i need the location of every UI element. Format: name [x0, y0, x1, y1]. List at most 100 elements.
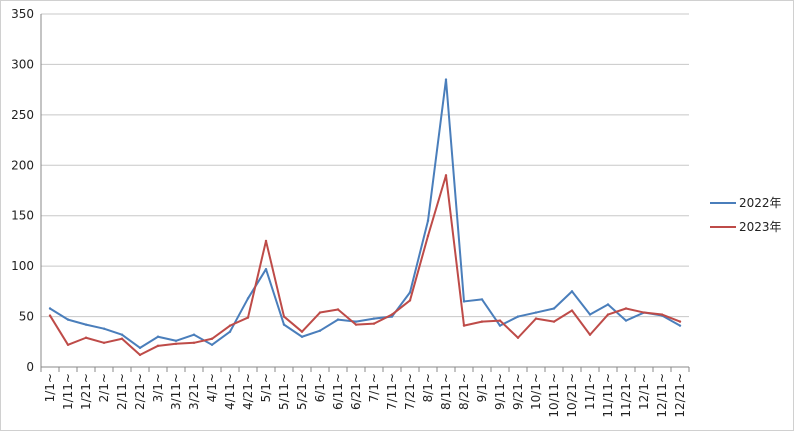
data-point — [606, 313, 610, 316]
data-point — [300, 330, 304, 333]
data-point — [462, 300, 466, 303]
data-point — [48, 314, 52, 317]
data-point — [228, 324, 232, 327]
data-point — [138, 353, 142, 357]
data-point — [102, 341, 106, 344]
x-tick-label: 12/11~ — [655, 373, 669, 418]
x-tick-label: 4/21~ — [241, 373, 255, 410]
data-point — [210, 343, 214, 347]
data-point — [174, 342, 178, 346]
data-point — [192, 333, 196, 336]
x-tick-label: 10/1~ — [529, 373, 543, 410]
data-point — [678, 320, 682, 323]
x-tick-label: 8/1~ — [421, 373, 435, 402]
data-point — [84, 323, 88, 326]
x-tick-label: 11/11~ — [601, 373, 615, 418]
data-point — [318, 311, 322, 314]
data-point — [606, 303, 610, 306]
x-tick-label: 2/11~ — [115, 373, 129, 410]
x-tick-label: 10/11~ — [547, 373, 561, 418]
x-tick-label: 1/21~ — [79, 373, 93, 410]
x-tick-label: 9/1~ — [475, 373, 489, 402]
x-tick-label: 5/1~ — [259, 373, 273, 402]
data-point — [84, 336, 88, 339]
data-point — [66, 343, 70, 347]
data-point — [588, 333, 592, 336]
data-point — [174, 339, 178, 342]
data-point — [444, 174, 448, 177]
x-tick-label: 7/11~ — [385, 373, 399, 410]
data-point — [300, 335, 304, 338]
x-tick-label: 4/1~ — [205, 373, 219, 402]
x-tick-label: 2/21~ — [133, 373, 147, 410]
data-point — [48, 307, 52, 310]
data-point — [444, 78, 448, 81]
x-tick-label: 11/21~ — [619, 373, 633, 418]
x-tick-label: 8/21~ — [457, 373, 471, 410]
legend-label: 2023年 — [739, 220, 782, 234]
data-point — [534, 311, 538, 314]
x-tick-label: 4/11~ — [223, 373, 237, 410]
x-tick-label: 2/1~ — [97, 373, 111, 402]
data-point — [624, 307, 628, 310]
data-point — [282, 323, 286, 326]
y-axis-ticks: 0 50 100 150 200 250 300 350 — [11, 7, 34, 374]
x-tick-label: 6/21~ — [349, 373, 363, 410]
y-tick-label: 50 — [19, 310, 34, 324]
data-point — [264, 267, 268, 271]
x-tick-label: 5/11~ — [277, 373, 291, 410]
data-point — [516, 315, 520, 318]
data-point — [228, 330, 232, 333]
x-tick-label: 3/1~ — [151, 373, 165, 402]
x-tick-label: 11/1~ — [583, 373, 597, 410]
data-point — [120, 337, 124, 340]
data-point — [480, 320, 484, 323]
x-tick-label: 6/1~ — [313, 373, 327, 402]
data-point — [192, 341, 196, 344]
data-point — [354, 323, 358, 326]
y-tick-label: 350 — [11, 7, 34, 21]
x-tick-label: 12/21~ — [673, 373, 687, 418]
data-point — [498, 319, 502, 322]
x-tick-label: 3/11~ — [169, 373, 183, 410]
x-tick-label: 8/11~ — [439, 373, 453, 410]
y-tick-label: 250 — [11, 108, 34, 122]
x-tick-label: 12/1~ — [637, 373, 651, 410]
x-tick-label: 9/21~ — [511, 373, 525, 410]
gridlines — [41, 13, 689, 318]
data-point — [336, 308, 340, 311]
legend-label: 2022年 — [739, 196, 782, 210]
data-point — [570, 290, 574, 293]
data-point — [624, 319, 628, 322]
data-point — [246, 297, 250, 300]
data-point — [336, 318, 340, 321]
data-point — [354, 320, 358, 323]
data-point — [642, 311, 646, 314]
data-point — [498, 324, 502, 327]
data-point — [588, 313, 592, 316]
x-tick-label: 7/1~ — [367, 373, 381, 402]
data-point — [570, 309, 574, 312]
x-tick-label: 10/21~ — [565, 373, 579, 418]
legend: 2022年 2023年 — [710, 196, 782, 234]
y-tick-label: 300 — [11, 57, 34, 71]
data-point — [408, 291, 412, 294]
data-point — [552, 320, 556, 323]
data-point — [552, 307, 556, 310]
data-point — [282, 315, 286, 318]
x-tick-label: 9/11~ — [493, 373, 507, 410]
data-point — [462, 324, 466, 327]
y-tick-label: 200 — [11, 158, 34, 172]
data-point — [318, 329, 322, 332]
x-tick-label: 3/21~ — [187, 373, 201, 410]
series-lines — [48, 78, 682, 357]
data-point — [66, 318, 70, 321]
x-tick-label: 1/11~ — [61, 373, 75, 410]
data-point — [660, 313, 664, 316]
x-axis: 1/1~ 1/11~ 1/21~ 2/1~ 2/11~ 2/21~ 3/1~ 3/11~ 3/2… — [40, 14, 690, 418]
series-line-first — [49, 78, 681, 349]
data-point — [138, 346, 142, 350]
y-tick-label: 150 — [11, 209, 34, 223]
data-point — [120, 333, 124, 336]
